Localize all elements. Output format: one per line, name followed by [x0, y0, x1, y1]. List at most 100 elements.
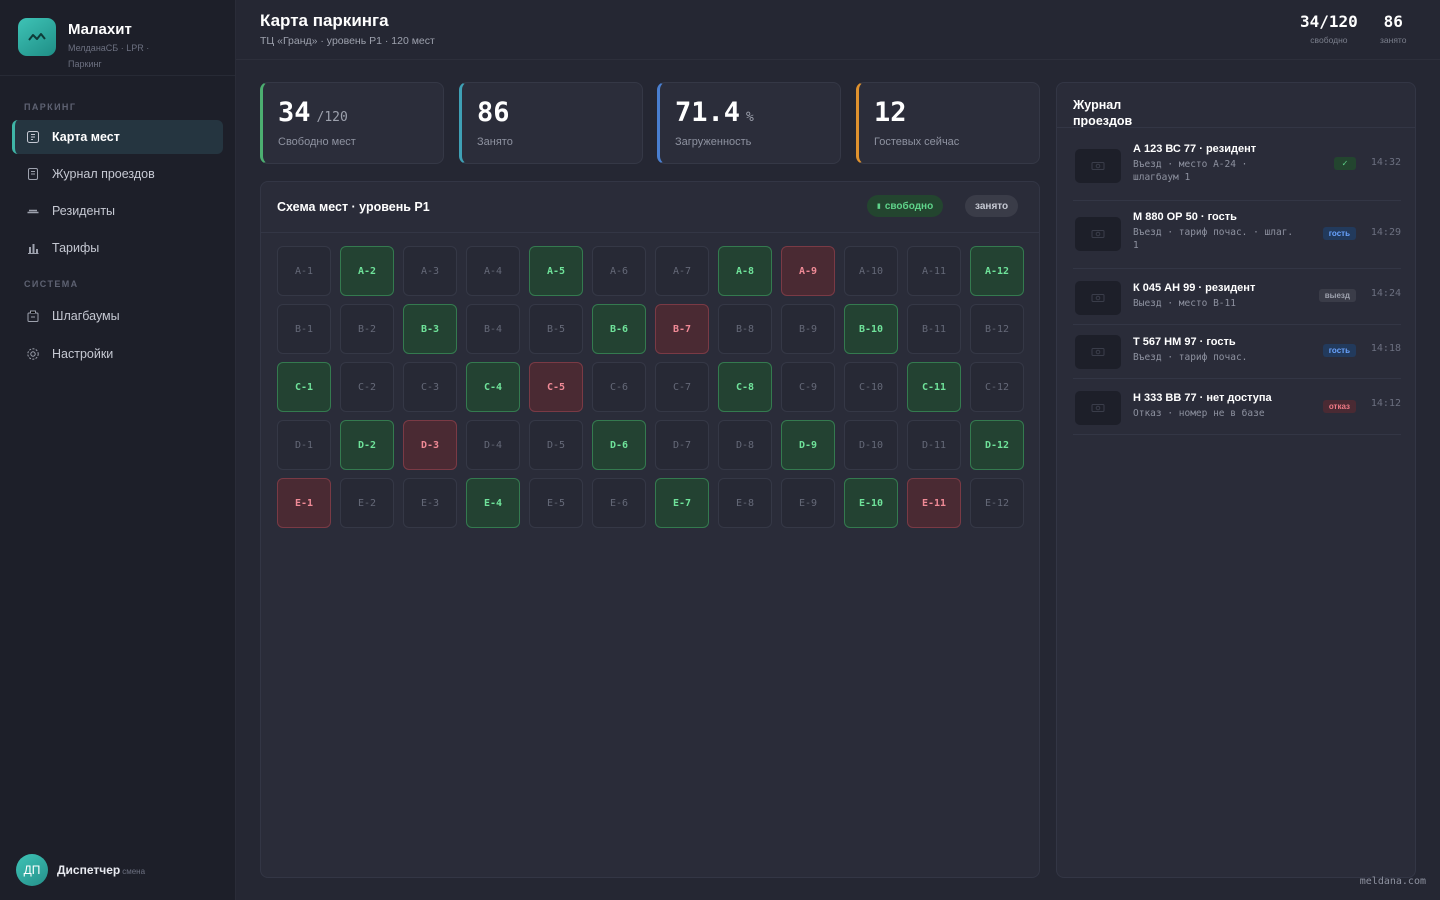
parking-spot-d-9[interactable]: D-9	[781, 420, 835, 470]
parking-spot-d-6[interactable]: D-6	[592, 420, 646, 470]
parking-spot-b-6[interactable]: B-6	[592, 304, 646, 354]
parking-spot-e-2[interactable]: E-2	[340, 478, 394, 528]
parking-spot-c-12[interactable]: C-12	[970, 362, 1024, 412]
kpi-card-busy: 86 Занято	[459, 82, 643, 164]
page-title: Карта паркинга	[260, 11, 389, 30]
parking-spot-c-8[interactable]: C-8	[718, 362, 772, 412]
camera-icon	[1075, 149, 1121, 183]
legend-free-toggle[interactable]: ▮ свободно	[867, 195, 944, 217]
parking-spot-c-4[interactable]: C-4	[466, 362, 520, 412]
parking-spot-c-2[interactable]: C-2	[340, 362, 394, 412]
parking-spot-e-5[interactable]: E-5	[529, 478, 583, 528]
parking-spot-a-12[interactable]: A-12	[970, 246, 1024, 296]
parking-spot-d-5[interactable]: D-5	[529, 420, 583, 470]
parking-spot-a-3[interactable]: A-3	[403, 246, 457, 296]
parking-spot-e-8[interactable]: E-8	[718, 478, 772, 528]
parking-spot-d-10[interactable]: D-10	[844, 420, 898, 470]
sidebar-item-barriers[interactable]: Шлагбаумы	[12, 299, 223, 333]
legend-free-label: свободно	[884, 200, 934, 212]
parking-spot-b-3[interactable]: B-3	[403, 304, 457, 354]
kpi-label: Загруженность	[675, 136, 752, 148]
log-entry[interactable]: М 880 ОР 50 · гость Въезд · тариф почас.…	[1073, 207, 1401, 269]
header-stat-free: 34/120 свободно	[1300, 12, 1358, 45]
page-subtitle: ТЦ «Гранд» · уровень P1 · 120 мест	[260, 35, 435, 47]
parking-spot-c-3[interactable]: C-3	[403, 362, 457, 412]
log-entry[interactable]: А 123 ВС 77 · резидент Въезд · место A-2…	[1073, 139, 1401, 201]
sidebar-item-settings[interactable]: Настройки	[12, 337, 223, 371]
parking-spot-b-10[interactable]: B-10	[844, 304, 898, 354]
parking-spot-c-7[interactable]: C-7	[655, 362, 709, 412]
status-badge: ✓	[1334, 157, 1356, 170]
parking-spot-d-12[interactable]: D-12	[970, 420, 1024, 470]
parking-spot-b-2[interactable]: B-2	[340, 304, 394, 354]
divider	[261, 232, 1039, 233]
log-entry-desc: Въезд · тариф почас. · шлаг. 1	[1133, 227, 1294, 251]
parking-spot-c-11[interactable]: C-11	[907, 362, 961, 412]
barrier-icon	[27, 310, 39, 322]
kpi-label: Занято	[477, 136, 513, 148]
parking-spot-d-1[interactable]: D-1	[277, 420, 331, 470]
parking-spot-b-4[interactable]: B-4	[466, 304, 520, 354]
parking-spot-a-4[interactable]: A-4	[466, 246, 520, 296]
log-entry[interactable]: К 045 АН 99 · резидент Выезд · место B-1…	[1073, 277, 1401, 325]
parking-spot-a-8[interactable]: A-8	[718, 246, 772, 296]
parking-spot-e-6[interactable]: E-6	[592, 478, 646, 528]
parking-spot-c-5[interactable]: C-5	[529, 362, 583, 412]
sidebar-item-tariffs[interactable]: Тарифы	[12, 231, 223, 265]
bar-chart-icon	[28, 244, 39, 254]
sidebar-item-residents[interactable]: Резиденты	[12, 194, 223, 228]
parking-spot-e-1[interactable]: E-1	[277, 478, 331, 528]
parking-spot-c-6[interactable]: C-6	[592, 362, 646, 412]
parking-spot-a-7[interactable]: A-7	[655, 246, 709, 296]
log-entry[interactable]: Т 567 НМ 97 · гость Въезд · тариф почас.…	[1073, 331, 1401, 379]
parking-spot-c-1[interactable]: C-1	[277, 362, 331, 412]
log-title: Журнал проездов	[1073, 98, 1133, 128]
parking-spot-c-9[interactable]: C-9	[781, 362, 835, 412]
log-entry-plate: А 123 ВС 77 · резидент	[1133, 143, 1257, 155]
parking-spot-e-12[interactable]: E-12	[970, 478, 1024, 528]
parking-spot-d-7[interactable]: D-7	[655, 420, 709, 470]
log-entry-plate: М 880 ОР 50 · гость	[1133, 211, 1237, 223]
parking-spot-a-10[interactable]: A-10	[844, 246, 898, 296]
parking-spot-a-9[interactable]: A-9	[781, 246, 835, 296]
parking-spot-e-4[interactable]: E-4	[466, 478, 520, 528]
parking-spot-c-10[interactable]: C-10	[844, 362, 898, 412]
parking-spot-a-11[interactable]: A-11	[907, 246, 961, 296]
parking-spot-e-3[interactable]: E-3	[403, 478, 457, 528]
kpi-label: Гостевых сейчас	[874, 136, 960, 148]
sidebar-item-parking-map[interactable]: Карта мест	[12, 120, 223, 154]
kpi-value: 71.4	[675, 97, 741, 128]
parking-spot-e-7[interactable]: E-7	[655, 478, 709, 528]
parking-spot-e-9[interactable]: E-9	[781, 478, 835, 528]
sidebar-item-journal[interactable]: Журнал проездов	[12, 157, 223, 191]
sidebar-item-label: Шлагбаумы	[52, 309, 120, 323]
camera-icon	[1075, 281, 1121, 315]
parking-spot-a-1[interactable]: A-1	[277, 246, 331, 296]
parking-spot-b-8[interactable]: B-8	[718, 304, 772, 354]
parking-spot-d-3[interactable]: D-3	[403, 420, 457, 470]
parking-spot-e-11[interactable]: E-11	[907, 478, 961, 528]
legend-busy-toggle[interactable]: занято	[965, 195, 1019, 217]
log-entry[interactable]: Н 333 ВВ 77 · нет доступа Отказ · номер …	[1073, 387, 1401, 435]
parking-spot-b-5[interactable]: B-5	[529, 304, 583, 354]
parking-spot-a-5[interactable]: A-5	[529, 246, 583, 296]
log-entry-plate: Т 567 НМ 97 · гость	[1133, 336, 1236, 348]
parking-spot-d-11[interactable]: D-11	[907, 420, 961, 470]
parking-spot-b-12[interactable]: B-12	[970, 304, 1024, 354]
parking-spot-b-11[interactable]: B-11	[907, 304, 961, 354]
parking-spot-d-2[interactable]: D-2	[340, 420, 394, 470]
parking-spot-a-6[interactable]: A-6	[592, 246, 646, 296]
nav-section-system: СИСТЕМА	[24, 279, 79, 289]
camera-icon	[1075, 335, 1121, 369]
parking-spot-a-2[interactable]: A-2	[340, 246, 394, 296]
parking-spot-e-10[interactable]: E-10	[844, 478, 898, 528]
parking-spot-b-1[interactable]: B-1	[277, 304, 331, 354]
parking-spot-d-8[interactable]: D-8	[718, 420, 772, 470]
kpi-card-free: 34/120 Свободно мест	[260, 82, 444, 164]
header-stat-free-value: 34/120	[1300, 12, 1358, 31]
parking-spot-d-4[interactable]: D-4	[466, 420, 520, 470]
user-profile[interactable]: ДП Диспетчер смена	[16, 854, 145, 886]
parking-spot-b-9[interactable]: B-9	[781, 304, 835, 354]
parking-spot-b-7[interactable]: B-7	[655, 304, 709, 354]
brand-subtitle: МелданаСБ · LPR · Паркинг	[68, 43, 150, 69]
